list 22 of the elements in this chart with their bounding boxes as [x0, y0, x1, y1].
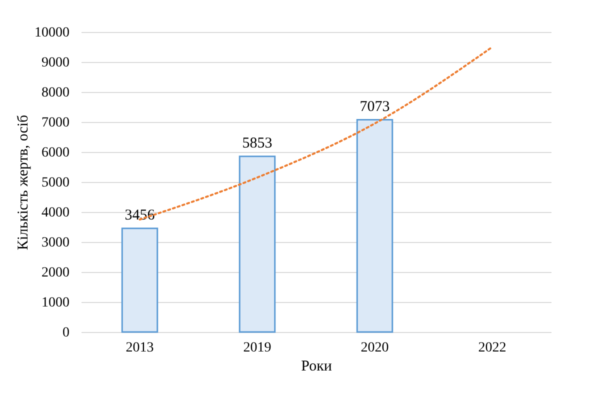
x-axis-title: Роки — [301, 358, 332, 374]
y-tick-label: 0 — [62, 326, 70, 340]
y-tick-label: 9000 — [42, 56, 70, 70]
y-tick-label: 10000 — [34, 26, 70, 40]
y-tick-label: 1000 — [42, 296, 70, 310]
y-tick-label: 8000 — [42, 86, 70, 100]
data-label: 5853 — [242, 135, 272, 152]
bar — [121, 228, 158, 333]
bar — [356, 119, 394, 333]
y-tick-label: 4000 — [42, 206, 70, 220]
y-tick-label: 7000 — [42, 116, 70, 130]
x-tick-label: 2020 — [360, 340, 389, 356]
bar — [238, 156, 276, 333]
x-tick-label: 2019 — [243, 340, 272, 356]
y-tick-label: 5000 — [42, 176, 70, 190]
y-tick-label: 2000 — [42, 266, 70, 280]
x-tick-label: 2022 — [478, 340, 506, 356]
y-tick-label: 3000 — [42, 236, 70, 250]
y-tick-label: 6000 — [42, 146, 70, 160]
x-tick-label: 2013 — [126, 340, 154, 356]
y-axis-title: Кількість жертв, осіб — [16, 114, 32, 250]
data-label: 7073 — [360, 98, 390, 115]
